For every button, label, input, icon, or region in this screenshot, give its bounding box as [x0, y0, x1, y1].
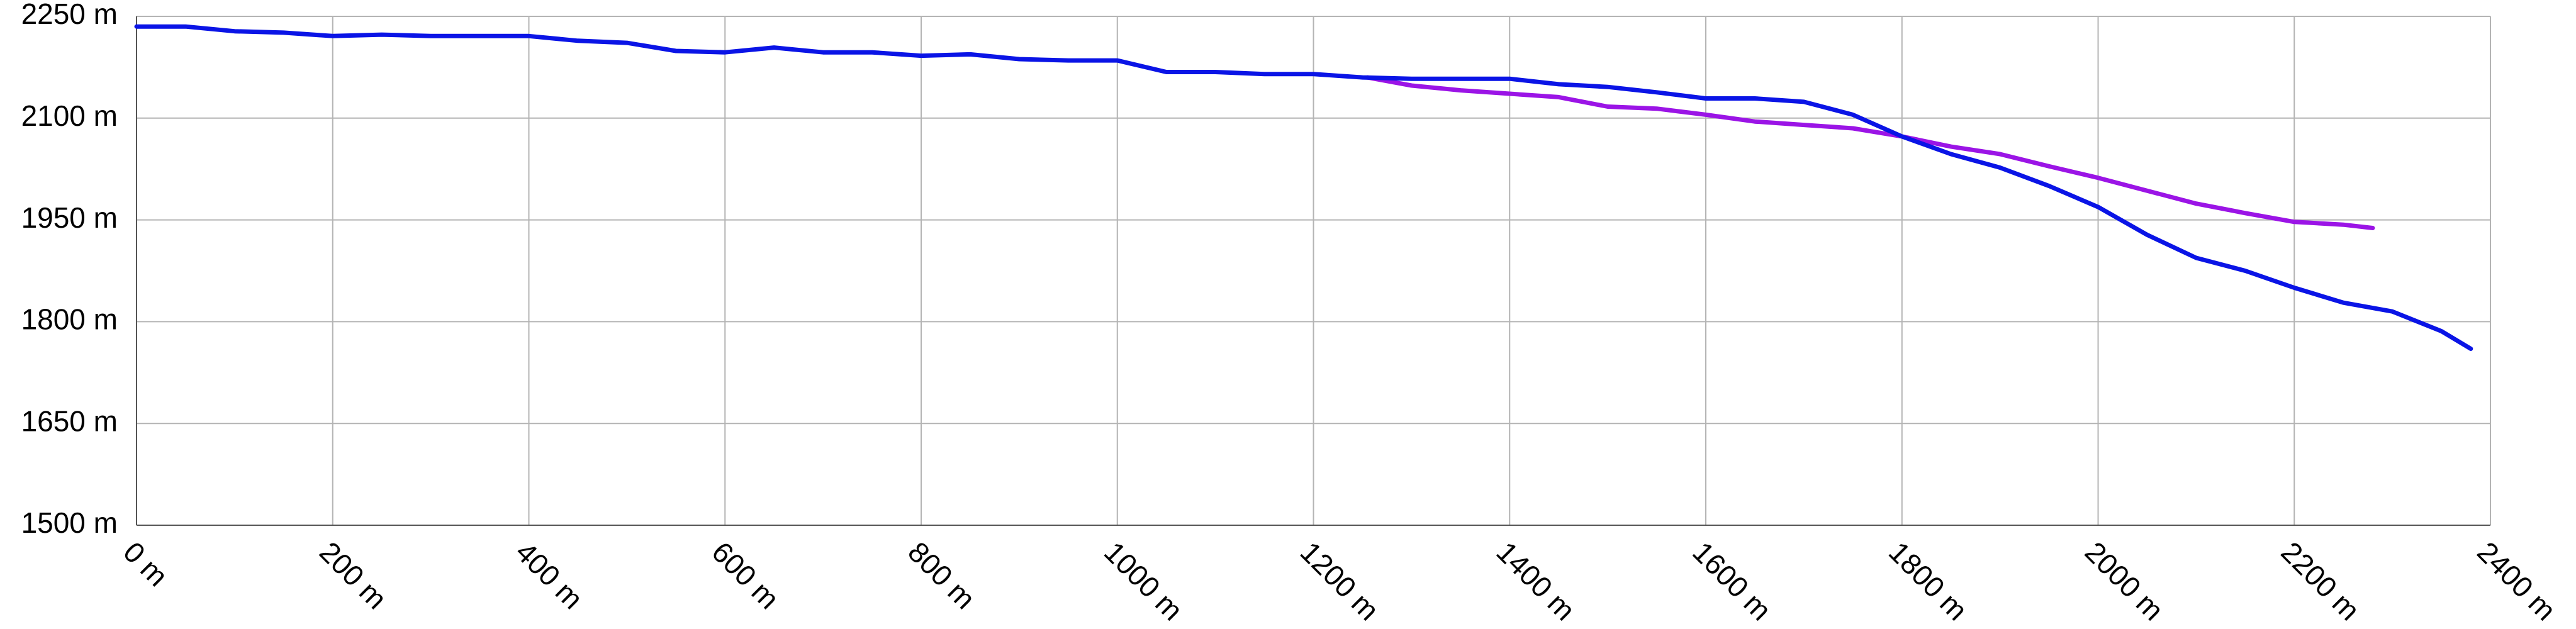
y-tick-label: 2250 m [21, 0, 118, 30]
x-tick-label: 2400 m [2471, 535, 2562, 626]
line [1365, 75, 2375, 230]
x-tick-label: 600 m [705, 535, 785, 615]
y-tick-label: 1500 m [21, 506, 118, 539]
line [134, 24, 2473, 351]
y-tick-label: 1800 m [21, 303, 118, 336]
x-tick-label: 2200 m [2275, 535, 2366, 626]
x-tick-label: 400 m [510, 535, 590, 615]
x-tick-label: 2000 m [2079, 535, 2170, 626]
x-tick-label: 0 m [117, 535, 174, 593]
x-tick-label: 1000 m [1098, 535, 1189, 626]
x-tick-label: 200 m [313, 535, 393, 615]
x-tick-label: 1800 m [1883, 535, 1974, 626]
y-tick-label: 1650 m [21, 404, 118, 437]
y-tick-label: 2100 m [21, 99, 118, 132]
x-tick-label: 1400 m [1490, 535, 1581, 626]
y-tick-label: 1950 m [21, 201, 118, 234]
x-tick-label: 1200 m [1294, 535, 1386, 626]
x-tick-label: 800 m [902, 535, 982, 615]
x-tick-label: 1600 m [1686, 535, 1778, 626]
